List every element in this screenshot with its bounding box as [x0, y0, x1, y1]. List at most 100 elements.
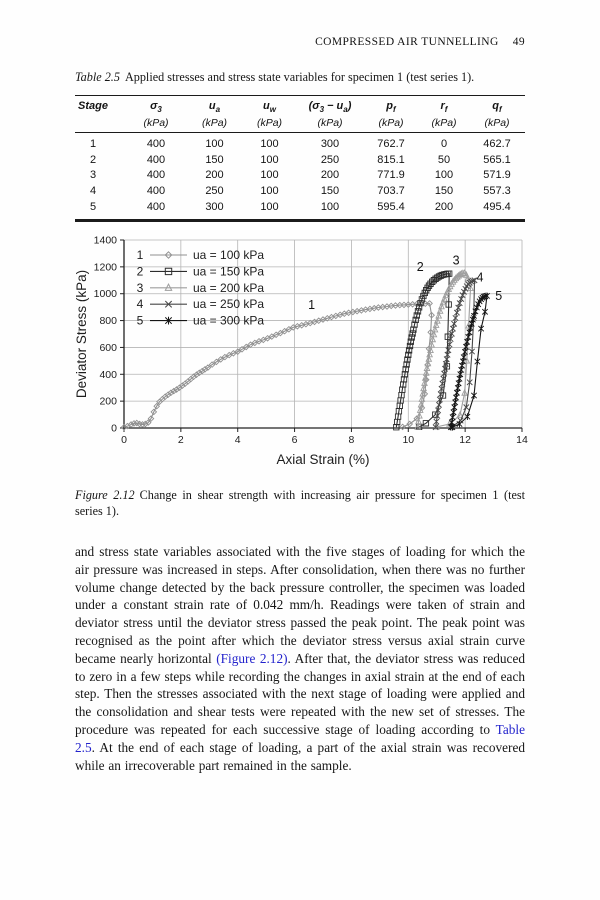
body-text-pre: and stress state variables associated wi…: [75, 544, 525, 666]
svg-text:800: 800: [99, 315, 117, 327]
series-5: [447, 292, 491, 431]
table-cell: 595.4: [377, 200, 405, 213]
table-cell: 300: [320, 138, 340, 151]
table-cell: 100: [260, 169, 279, 182]
table-cell: 100: [260, 184, 279, 197]
chart-axes: [123, 240, 522, 429]
y-axis-title: Deviator Stress (kPa): [74, 270, 89, 398]
figure-caption: Figure 2.12 Change in shear strength with…: [75, 487, 525, 519]
table-cell: 400: [146, 200, 166, 213]
legend-marker-diamond: [164, 251, 173, 259]
svg-text:12: 12: [459, 434, 471, 446]
svg-text:6: 6: [292, 434, 298, 446]
column-header: σ3 (kPa): [143, 100, 169, 130]
legend-label: ua = 200 kPa: [193, 281, 264, 295]
table-row: 3 400 200 100 200 771.9 100 571.9: [75, 168, 525, 184]
table-xref-link[interactable]: Table 2.5: [75, 721, 525, 755]
figure-xref-link[interactable]: (Figure 2.12): [216, 650, 288, 666]
table-row: 5 400 300 100 100 595.4 200 495.4: [75, 200, 525, 221]
table-cell: 462.7: [483, 138, 511, 151]
svg-text:14: 14: [516, 434, 528, 446]
series-3: [414, 268, 474, 430]
curve-label-4: 4: [476, 270, 483, 284]
body-paragraph: and stress state variables associated wi…: [75, 543, 525, 774]
legend-series-number: 2: [137, 264, 144, 278]
table-cell: 400: [146, 169, 166, 182]
table-caption: Table 2.5 Applied stresses and stress sta…: [75, 70, 535, 85]
svg-text:400: 400: [99, 369, 117, 381]
chart-gridlines: [124, 239, 523, 428]
svg-text:600: 600: [99, 342, 117, 354]
table-cell: 100: [434, 169, 454, 182]
figure-caption-label: Figure 2.12: [75, 488, 135, 502]
table-row: 1 400 100 100 300 762.7 0 462.7: [75, 133, 525, 153]
svg-text:1400: 1400: [94, 235, 118, 247]
table-caption-text: Applied stresses and stress state variab…: [124, 70, 475, 84]
column-header: pf (kPa): [378, 100, 404, 130]
table-caption-label: Table 2.5: [75, 70, 120, 84]
legend-label: ua = 250 kPa: [193, 297, 264, 311]
table-cell: 200: [434, 200, 454, 213]
legend-series-number: 1: [137, 248, 144, 262]
table-cell: 100: [260, 138, 279, 151]
table-body: 1 400 100 100 300 762.7 0 462.7 2 400 150 100 250 815…: [75, 133, 525, 221]
running-head: COMPRESSED AIR TUNNELLING 49: [75, 36, 525, 48]
table-cell: 571.9: [483, 169, 511, 182]
legend-marker-square: [164, 267, 173, 276]
running-head-title: COMPRESSED AIR TUNNELLING: [315, 36, 499, 48]
stress-table: Stage σ3 (kPa) ua (kPa) uw (kPa) (σ3 − ua) (kPa)…: [75, 95, 525, 223]
table-head: Stage σ3 (kPa) ua (kPa) uw (kPa) (σ3 − ua) (kPa)…: [75, 96, 525, 133]
x-axis-title: Axial Strain (%): [276, 452, 369, 467]
series-markers-4: [432, 277, 478, 431]
column-header: Stage: [78, 100, 108, 112]
table-cell: 400: [146, 184, 166, 197]
legend-label: ua = 100 kPa: [193, 248, 264, 262]
column-header: rf (kPa): [431, 100, 457, 130]
legend-label: ua = 150 kPa: [193, 264, 264, 278]
curve-label-3: 3: [453, 253, 460, 267]
chart-ticks: [120, 239, 523, 432]
legend-marker-x: [164, 300, 173, 308]
table-cell: 250: [205, 184, 224, 197]
column-header: (σ3 − ua) (kPa): [308, 100, 352, 130]
svg-text:1200: 1200: [94, 261, 118, 273]
table-cell: 400: [146, 138, 166, 151]
table-cell: 1: [90, 138, 97, 151]
table-cell: 0: [440, 138, 448, 151]
legend-series-number: 5: [137, 314, 144, 328]
table-cell: 2: [90, 153, 97, 166]
table-cell: 200: [205, 169, 224, 182]
table-cell: 150: [320, 184, 340, 197]
series-markers-3: [414, 268, 474, 430]
table-cell: 4: [90, 184, 97, 197]
column-header: qf (kPa): [484, 100, 510, 130]
table-cell: 150: [434, 184, 454, 197]
table-cell: 5: [90, 200, 97, 213]
table-cell: 771.9: [377, 169, 405, 182]
table-cell: 3: [90, 169, 97, 182]
legend-marker-star: [164, 316, 173, 325]
column-header: uw (kPa): [256, 100, 283, 130]
table-row: 2 400 150 100 250 815.1 50 565.1: [75, 153, 525, 169]
table-cell: 200: [320, 169, 340, 182]
table-cell: 557.3: [483, 184, 511, 197]
table-cell: 50: [437, 153, 451, 166]
legend-label: ua = 300 kPa: [193, 314, 264, 328]
svg-text:4: 4: [235, 434, 241, 446]
figure-caption-text: Change in shear strength with increasing…: [75, 488, 525, 518]
figure-2-12-chart: 0 200 400 600 800 1000 1200 1400 0 2 4 6 8 10 12 14 Axia…: [70, 228, 545, 480]
table-cell: 565.1: [483, 153, 511, 166]
table-cell: 100: [260, 153, 279, 166]
svg-text:1000: 1000: [94, 288, 118, 300]
svg-text:10: 10: [402, 434, 414, 446]
chart-legend: 1 ua = 100 kPa 2 ua = 150 kPa 3 ua = 200 kPa 4…: [137, 248, 265, 328]
series-markers-5: [447, 292, 491, 431]
table-header-row: Stage σ3 (kPa) ua (kPa) uw (kPa) (σ3 − ua) (kPa)…: [75, 96, 525, 133]
legend-marker-triangle: [164, 283, 173, 291]
svg-text:200: 200: [99, 396, 117, 408]
curve-label-5: 5: [495, 289, 502, 303]
series-markers-1: [120, 300, 435, 431]
series-1: [120, 300, 435, 431]
